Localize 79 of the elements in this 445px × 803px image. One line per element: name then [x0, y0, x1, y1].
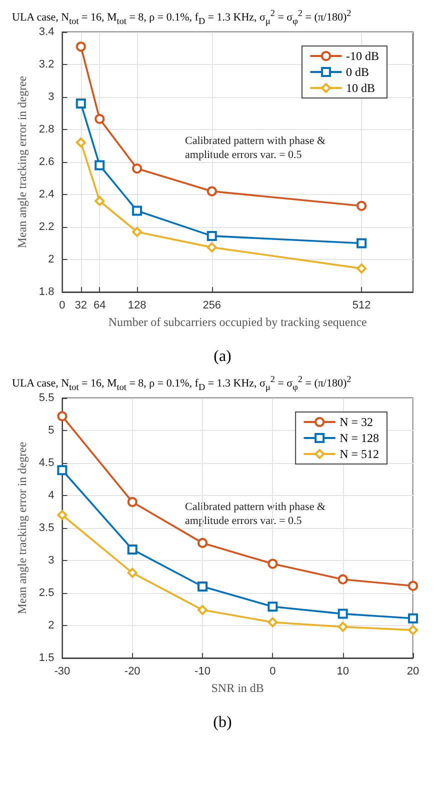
legend-label: N = 512 — [340, 447, 380, 461]
point — [127, 568, 138, 578]
y-tick-label: 2 — [48, 620, 54, 632]
point — [198, 538, 208, 548]
point — [76, 98, 86, 108]
y-axis-title: Mean angle tracking error in degree — [15, 76, 29, 248]
legend-label: 0 dB — [346, 65, 370, 79]
point — [338, 622, 348, 632]
x-axis-title: SNR in dB — [211, 681, 264, 695]
x-tick-label: 32 — [74, 300, 88, 312]
chart-title: ULA case, N$_{tot}$ = 16, M$_{tot}$ = 8, ρ = 0.1%, f$_{D}$ = 1.3 KHz, σ$_{μ}$$^{2}$ = σ$_{φ}$$^{2}$ = (π/180)$^{2}$ — [12, 374, 352, 392]
point — [94, 196, 105, 206]
legend-label: 10 dB — [346, 81, 376, 95]
x-tick-label: 10 — [336, 666, 349, 678]
y-tick-label: 2 — [48, 254, 54, 266]
legend-label: N = 128 — [340, 431, 380, 445]
y-tick-label: 2.4 — [38, 188, 54, 200]
x-tick-label: 20 — [406, 666, 420, 678]
x-tick-label: -20 — [124, 666, 140, 678]
point — [132, 164, 142, 174]
point — [76, 138, 86, 148]
point — [132, 206, 142, 216]
y-tick-label: 5.5 — [38, 392, 54, 404]
point — [408, 580, 418, 591]
point — [338, 574, 348, 584]
y-tick-label: 3.4 — [38, 26, 54, 38]
text: (b) — [212, 714, 233, 732]
point — [198, 582, 208, 592]
legend-label: -10 dB — [346, 49, 379, 63]
x-tick-label: 512 — [352, 300, 371, 312]
point — [94, 160, 105, 170]
point — [338, 608, 348, 619]
y-tick-label: 3.2 — [38, 58, 54, 70]
y-axis-title: Mean angle tracking error in degree — [15, 442, 29, 614]
legend-label: N = 32 — [340, 415, 374, 429]
y-tick-label: 3 — [48, 554, 54, 566]
x-tick-label: -30 — [54, 666, 70, 678]
y-tick-label: 2.8 — [38, 124, 54, 136]
y-tick-label: 4.5 — [38, 457, 54, 469]
y-tick-label: 3.5 — [38, 522, 54, 534]
point — [206, 242, 217, 252]
annotation: Calibrated pattern with phase & amplitude errors var. = 0.5 — [185, 500, 326, 527]
point — [57, 465, 68, 476]
x-tick-label: 256 — [202, 300, 222, 312]
annotation: Calibrated pattern with phase & amplitude errors var. = 0.5 — [185, 134, 326, 161]
x-tick-label: 0 — [270, 666, 276, 678]
point — [198, 604, 208, 615]
point — [132, 226, 142, 237]
point — [268, 602, 278, 612]
point — [356, 238, 367, 248]
point — [268, 617, 278, 628]
point — [206, 230, 217, 241]
y-tick-label: 1.8 — [38, 286, 54, 298]
point — [76, 42, 86, 52]
y-tick-label: 2.5 — [38, 587, 54, 599]
x-tick-label: 64 — [93, 300, 106, 312]
point — [127, 544, 138, 554]
y-tick-label: 5 — [48, 424, 54, 436]
point — [356, 263, 367, 274]
chart-title: ULA case, N$_{tot}$ = 16, M$_{tot}$ = 8, ρ = 0.1%, f$_{D}$ = 1.3 KHz, σ$_{μ}$$^{2}$ = σ$_{φ}$$^{2}$ = (π/180)$^{2}$ — [12, 8, 352, 26]
text: (a) — [212, 348, 232, 366]
point — [408, 613, 418, 624]
point — [206, 186, 217, 196]
y-tick-label: 3 — [48, 91, 54, 103]
x-tick-label: 128 — [128, 300, 146, 312]
x-tick-label: 0 — [59, 300, 66, 312]
point — [57, 510, 68, 520]
y-tick-label: 1.5 — [38, 652, 54, 664]
y-tick-label: 2.2 — [38, 221, 54, 233]
point — [356, 200, 367, 211]
y-tick-label: 2.6 — [38, 156, 54, 168]
point — [57, 411, 68, 422]
x-tick-label: -10 — [194, 666, 210, 678]
point — [268, 558, 278, 569]
y-tick-label: 4 — [48, 490, 54, 502]
x-axis-title: Number of subcarriers occupied by tracking sequence — [108, 315, 367, 329]
point — [127, 497, 138, 507]
point — [408, 625, 418, 636]
point — [94, 114, 105, 124]
